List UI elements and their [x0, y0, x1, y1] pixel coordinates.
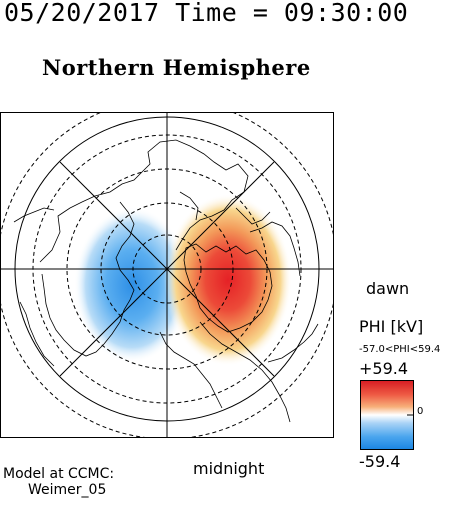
positive-potential-cell	[164, 194, 292, 366]
colorbar-title: PHI [kV]	[359, 317, 424, 336]
colorbar-range: -57.0<PHI<59.4	[359, 344, 441, 355]
datetime-title: 05/20/2017 Time = 09:30:00	[4, 0, 409, 27]
polar-map	[0, 112, 334, 438]
coastlines	[13, 139, 319, 423]
model-name: Weimer_05	[28, 482, 107, 498]
meridians	[0, 112, 334, 438]
hemisphere-title: Northern Hemisphere	[42, 55, 311, 80]
colorbar-max-label: +59.4	[359, 359, 409, 378]
dawn-label: dawn	[366, 279, 410, 298]
colorbar-zero-label: 0	[417, 406, 424, 417]
negative-potential-cell	[74, 207, 190, 363]
colorbar-min-label: -59.4	[359, 452, 401, 471]
midnight-label: midnight	[193, 459, 265, 478]
colorbar	[360, 380, 414, 450]
model-label: Model at CCMC:	[3, 466, 115, 482]
